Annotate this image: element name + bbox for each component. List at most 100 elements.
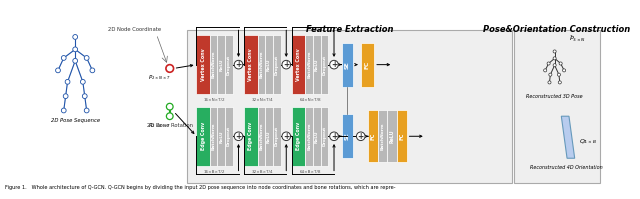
Text: FC: FC <box>399 133 404 140</box>
Text: Dropout: Dropout <box>275 126 278 146</box>
Text: FC: FC <box>365 60 370 69</box>
Text: ReLU: ReLU <box>315 58 319 71</box>
Circle shape <box>83 94 87 99</box>
Bar <box>313 107 321 166</box>
Text: 2D Pose Sequence: 2D Pose Sequence <box>51 118 100 123</box>
Text: $R_{2\times B\times T}$: $R_{2\times B\times T}$ <box>148 121 171 130</box>
Circle shape <box>84 108 89 113</box>
Bar <box>196 107 210 166</box>
Text: +: + <box>236 60 242 69</box>
Text: Edge Conv: Edge Conv <box>248 122 253 150</box>
Circle shape <box>65 79 70 84</box>
Polygon shape <box>561 116 575 158</box>
Bar <box>273 35 280 94</box>
Bar <box>513 30 600 183</box>
Text: SE: SE <box>345 132 350 140</box>
Bar <box>305 107 313 166</box>
Bar <box>258 107 265 166</box>
Text: BatchNorm: BatchNorm <box>381 123 385 150</box>
Circle shape <box>63 94 68 99</box>
Bar <box>196 35 210 94</box>
Text: Reconstructed 3D Pose: Reconstructed 3D Pose <box>526 94 583 99</box>
Text: Reconstructed 4D Orientation: Reconstructed 4D Orientation <box>530 165 602 170</box>
Bar <box>258 35 265 94</box>
Text: Figure 1.   Whole architecture of Q-GCN. Q-GCN begins by dividing the input 2D p: Figure 1. Whole architecture of Q-GCN. Q… <box>4 185 395 190</box>
Circle shape <box>330 60 339 69</box>
Text: Dropout: Dropout <box>323 55 326 75</box>
Circle shape <box>543 69 547 72</box>
Text: 64×N×T/8: 64×N×T/8 <box>300 98 321 102</box>
Bar <box>361 43 374 87</box>
Text: Vertex Conv: Vertex Conv <box>201 48 205 81</box>
Text: 2D Node Coordinate: 2D Node Coordinate <box>108 27 161 32</box>
Text: $\hat{P}_{3\times N}$: $\hat{P}_{3\times N}$ <box>569 33 586 44</box>
Circle shape <box>84 108 89 113</box>
Text: Dropout: Dropout <box>323 126 326 146</box>
Text: ReLU: ReLU <box>390 130 395 143</box>
Circle shape <box>81 79 85 84</box>
Bar <box>210 35 218 94</box>
Text: ReLU: ReLU <box>220 130 223 142</box>
Text: +: + <box>331 60 337 69</box>
Circle shape <box>548 81 551 84</box>
Circle shape <box>73 35 77 39</box>
Text: ReLU: ReLU <box>267 58 271 71</box>
Bar <box>292 35 305 94</box>
Text: Vertex Conv: Vertex Conv <box>248 48 253 81</box>
Text: $Q_{4\times B}$: $Q_{4\times B}$ <box>579 138 596 146</box>
Circle shape <box>282 60 291 69</box>
Text: BatchNorm: BatchNorm <box>307 123 311 150</box>
Circle shape <box>73 47 77 52</box>
Text: +: + <box>283 132 289 141</box>
Text: BatchNorm: BatchNorm <box>307 51 311 78</box>
Circle shape <box>90 68 95 72</box>
Bar <box>342 114 353 158</box>
Text: +: + <box>331 132 337 141</box>
Bar <box>273 107 280 166</box>
Circle shape <box>557 73 561 76</box>
Text: Feature Extraction: Feature Extraction <box>305 24 393 33</box>
Text: ReLU: ReLU <box>315 130 319 142</box>
Text: FC: FC <box>371 133 376 140</box>
Bar <box>265 107 273 166</box>
Text: Vertex Conv: Vertex Conv <box>296 48 301 81</box>
Circle shape <box>282 132 291 140</box>
Circle shape <box>61 108 66 113</box>
Text: +: + <box>358 132 364 141</box>
Circle shape <box>330 132 339 140</box>
Circle shape <box>61 56 66 60</box>
Circle shape <box>73 59 77 63</box>
Circle shape <box>553 64 556 67</box>
Text: BatchNorm: BatchNorm <box>212 51 216 78</box>
Circle shape <box>558 81 561 84</box>
Text: Pose&Orientation Construction: Pose&Orientation Construction <box>483 24 630 33</box>
Bar <box>313 35 321 94</box>
Circle shape <box>234 60 243 69</box>
Text: ReLU: ReLU <box>267 130 271 142</box>
Circle shape <box>73 35 77 39</box>
Circle shape <box>548 73 552 76</box>
Bar <box>342 43 353 87</box>
Circle shape <box>81 80 85 84</box>
Circle shape <box>73 59 77 63</box>
Text: +: + <box>283 60 289 69</box>
Bar <box>218 107 225 166</box>
Bar <box>378 110 387 162</box>
Text: 16×B×T/2: 16×B×T/2 <box>204 170 225 174</box>
Circle shape <box>65 80 70 84</box>
Circle shape <box>84 56 89 60</box>
Text: 16×N×T/2: 16×N×T/2 <box>204 98 225 102</box>
Text: SE: SE <box>345 61 350 68</box>
Bar <box>225 35 233 94</box>
Text: ReLU: ReLU <box>220 58 223 71</box>
Text: BatchNorm: BatchNorm <box>259 123 264 150</box>
Bar <box>244 107 258 166</box>
Circle shape <box>56 68 60 73</box>
Text: 2D Bone Rotation: 2D Bone Rotation <box>147 123 193 128</box>
Circle shape <box>73 47 77 52</box>
Text: Dropout: Dropout <box>227 126 231 146</box>
Text: Dropout: Dropout <box>227 55 231 75</box>
Circle shape <box>56 68 60 72</box>
Text: Edge Conv: Edge Conv <box>201 122 205 150</box>
Text: 64×B×T/8: 64×B×T/8 <box>300 170 321 174</box>
